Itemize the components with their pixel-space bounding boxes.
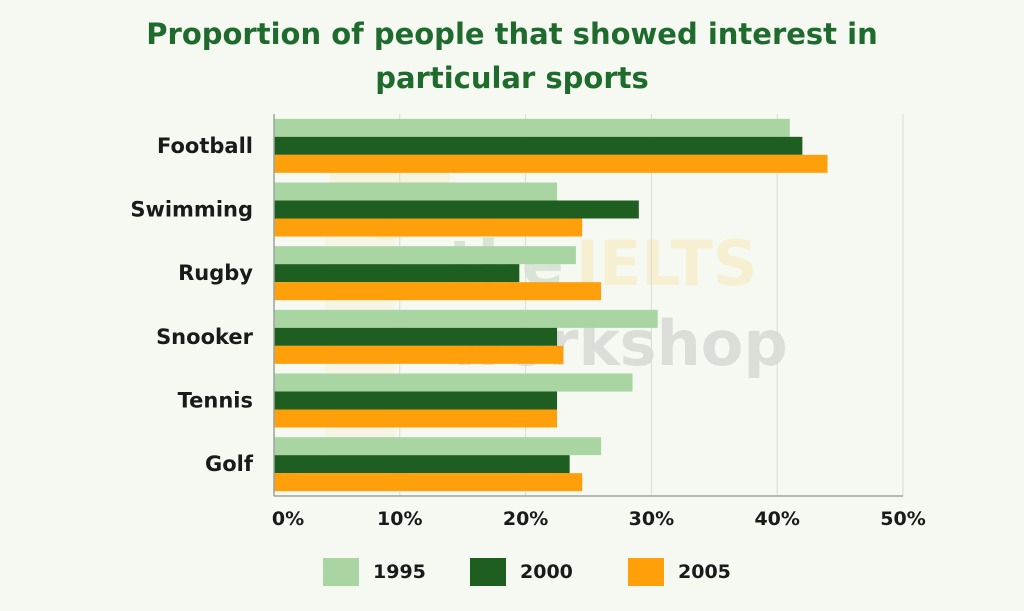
legend: 1995 2000 2005: [0, 556, 1024, 588]
bar-swimming-2005: [274, 218, 583, 237]
bar-tennis-2005: [274, 409, 558, 428]
bar-rugby-1995: [274, 246, 576, 265]
bar-snooker-2000: [274, 327, 558, 346]
category-label-tennis: Tennis: [178, 389, 253, 413]
x-tick-label: 50%: [880, 508, 925, 530]
legend-item-2000: 2000: [470, 556, 573, 588]
category-label-swimming: Swimming: [130, 198, 253, 222]
bar-rugby-2005: [274, 282, 602, 301]
chart-title: Proportion of people that showed interes…: [0, 12, 1024, 100]
legend-item-2005: 2005: [628, 556, 731, 588]
bar-snooker-1995: [274, 309, 658, 328]
legend-swatch-2005: [628, 558, 664, 586]
category-label-golf: Golf: [205, 452, 254, 476]
bar-football-1995: [274, 118, 790, 137]
bar-rugby-2000: [274, 264, 520, 283]
legend-swatch-1995: [323, 558, 359, 586]
legend-swatch-2000: [470, 558, 506, 586]
legend-item-1995: 1995: [323, 556, 426, 588]
x-tick-label: 40%: [754, 508, 799, 530]
x-tick-labels: 0% 10% 20% 30% 40% 50%: [272, 508, 926, 530]
x-tick-label: 10%: [377, 508, 422, 530]
chart-title-line-2: particular sports: [375, 61, 649, 95]
bar-tennis-2000: [274, 391, 558, 410]
x-tick-label: 20%: [503, 508, 548, 530]
category-label-football: Football: [157, 134, 253, 158]
bar-football-2005: [274, 154, 828, 173]
x-tick-label: 0%: [272, 508, 304, 530]
axes: [273, 114, 903, 497]
watermark-text-1b: IELTS: [576, 227, 758, 300]
category-label-rugby: Rugby: [178, 261, 253, 285]
legend-label-2005: 2005: [678, 561, 731, 583]
bar-golf-1995: [274, 437, 602, 456]
bar-swimming-2000: [274, 200, 639, 219]
legend-label-1995: 1995: [373, 561, 426, 583]
bar-snooker-2005: [274, 345, 564, 364]
bar-tennis-1995: [274, 373, 633, 392]
bars: [274, 118, 828, 492]
bar-golf-2000: [274, 455, 570, 474]
category-label-snooker: Snooker: [156, 325, 254, 349]
bar-golf-2005: [274, 473, 583, 492]
category-labels: Football Swimming Rugby Snooker Tennis Golf: [130, 134, 254, 476]
x-tick-label: 30%: [629, 508, 674, 530]
legend-label-2000: 2000: [520, 561, 573, 583]
gridlines: [399, 114, 904, 496]
chart-title-line-1: Proportion of people that showed interes…: [146, 17, 878, 51]
bar-football-2000: [274, 136, 803, 155]
bar-swimming-1995: [274, 182, 558, 201]
